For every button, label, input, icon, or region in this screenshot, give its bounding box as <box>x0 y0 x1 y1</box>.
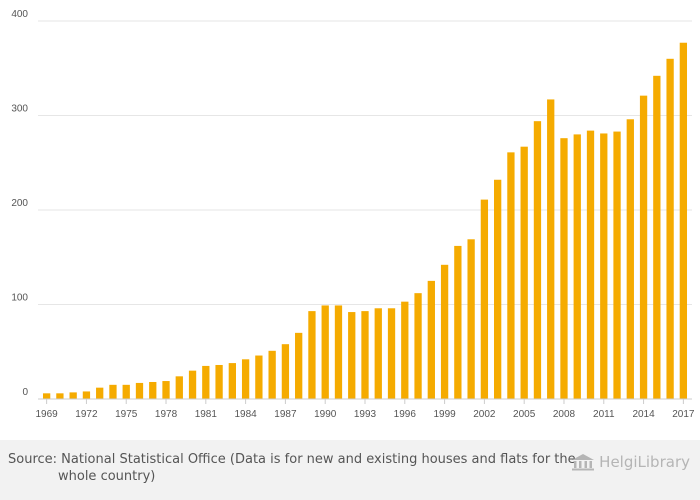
bar-1973 <box>96 387 104 399</box>
x-tick-label: 1993 <box>354 409 377 420</box>
bar-1970 <box>56 393 64 399</box>
bar-1980 <box>188 370 197 399</box>
x-tick-label: 1984 <box>234 409 257 420</box>
x-tick-label: 2008 <box>553 409 576 420</box>
x-tick-label: 1999 <box>433 409 456 420</box>
bar-2013 <box>626 119 634 399</box>
y-tick-label: 400 <box>11 9 28 20</box>
x-tick-label: 1969 <box>36 409 59 420</box>
bar-1990 <box>321 305 329 399</box>
bar-2002 <box>480 199 489 399</box>
bar-1977 <box>149 381 157 399</box>
y-tick-label: 0 <box>22 387 28 398</box>
bar-2014 <box>639 95 648 399</box>
library-building-icon <box>572 454 595 471</box>
x-tick-label: 1978 <box>155 409 178 420</box>
y-tick-label: 300 <box>11 104 28 115</box>
bar-1974 <box>109 384 117 399</box>
x-tick-label: 2011 <box>593 409 615 420</box>
x-tick-label: 1981 <box>195 409 218 420</box>
bar-2001 <box>467 239 475 399</box>
bar-2000 <box>454 245 462 399</box>
bar-2005 <box>520 146 528 399</box>
x-tick-label: 1972 <box>75 409 98 420</box>
x-tick-label: 2002 <box>473 409 496 420</box>
bar-1988 <box>295 332 303 399</box>
bar-1975 <box>122 384 130 399</box>
x-tick-label: 1975 <box>115 409 138 420</box>
x-tick-label: 1990 <box>314 409 337 420</box>
helgi-library-logo[interactable]: HelgiLibrary <box>571 453 690 471</box>
footer: Source: National Statistical Office (Dat… <box>0 440 700 500</box>
bar-1969 <box>42 393 51 399</box>
bar-2007 <box>547 99 555 399</box>
bars <box>42 42 688 400</box>
bar-2003 <box>494 179 502 399</box>
bar-1985 <box>255 355 263 399</box>
bar-2004 <box>507 152 515 399</box>
bar-1997 <box>414 293 422 399</box>
bar-1992 <box>348 312 356 399</box>
bar-2006 <box>533 121 542 400</box>
bar-1984 <box>241 359 250 399</box>
source-note: Source: National Statistical Office (Dat… <box>8 452 576 484</box>
bar-1971 <box>69 392 77 399</box>
x-tick-label: 1996 <box>394 409 417 420</box>
bar-2016 <box>666 58 674 400</box>
bar-1993 <box>361 311 369 399</box>
y-tick-label: 200 <box>11 198 28 209</box>
bar-1999 <box>440 264 449 399</box>
bar-1972 <box>82 391 91 399</box>
bar-1995 <box>387 308 396 399</box>
bar-1978 <box>162 381 170 399</box>
bar-1986 <box>268 350 276 399</box>
bar-1987 <box>281 344 290 399</box>
logo-text: HelgiLibrary <box>599 453 690 471</box>
bar-1989 <box>308 311 316 399</box>
bar-2012 <box>613 131 621 399</box>
x-tick-label: 2005 <box>513 409 536 420</box>
bar-1983 <box>228 363 236 399</box>
bar-2009 <box>573 134 581 399</box>
bar-1979 <box>175 376 183 399</box>
y-tick-label: 100 <box>11 293 28 304</box>
bar-2011 <box>600 133 608 399</box>
x-tick-label: 1987 <box>274 409 297 420</box>
x-tick-label: 2017 <box>672 409 695 420</box>
bar-1994 <box>374 308 382 399</box>
bar-2008 <box>560 138 568 399</box>
bar-1996 <box>401 301 409 399</box>
bar-2017 <box>679 42 688 400</box>
bar-1981 <box>202 365 210 399</box>
bar-1998 <box>427 280 435 399</box>
bar-1976 <box>135 382 144 399</box>
x-tick-label: 2014 <box>632 409 655 420</box>
bar-1991 <box>334 305 343 399</box>
y-axis-tick-labels: 0 100 200 300 400 <box>11 9 28 398</box>
grid-lines <box>38 20 692 305</box>
bar-2010 <box>586 130 595 399</box>
bar-1982 <box>215 364 223 399</box>
x-axis-tick-labels: 1969 1972 1975 1978 1981 1984 1987 1990 1993 1996… <box>36 399 695 420</box>
bar-2015 <box>653 75 661 399</box>
